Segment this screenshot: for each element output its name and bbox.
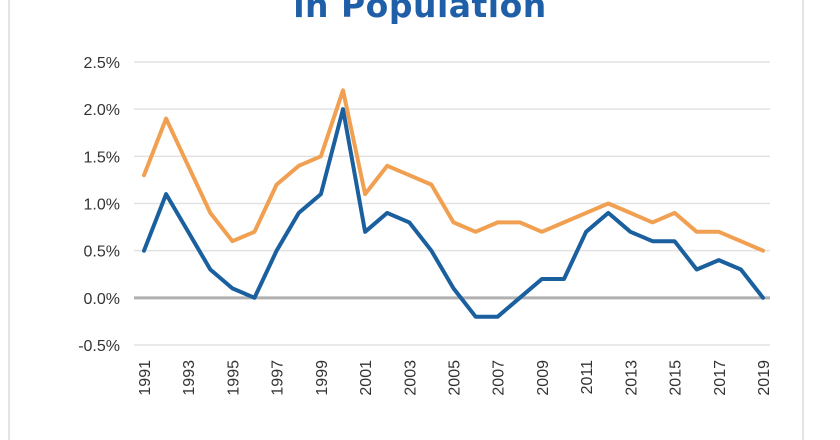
x-tick-label: 2003 bbox=[402, 360, 419, 396]
x-tick-label: 2011 bbox=[579, 360, 596, 395]
gridlines bbox=[134, 61, 770, 346]
y-tick-label: 2.5% bbox=[84, 55, 120, 72]
x-tick-label: 1995 bbox=[225, 360, 242, 396]
x-tick-labels: 1991 1993 1995 1997 1999 2001 2003 2005 2007 2009… bbox=[137, 360, 773, 396]
series-lines bbox=[142, 88, 765, 319]
right-border bbox=[802, 0, 804, 440]
left-border bbox=[8, 0, 10, 440]
series-line-blue bbox=[142, 107, 765, 319]
y-tick-label: 0.0% bbox=[84, 291, 120, 308]
chart-title: in Population bbox=[293, 0, 547, 25]
x-tick-label: 2015 bbox=[668, 360, 685, 396]
x-tick-label: 1993 bbox=[181, 360, 198, 396]
y-tick-label: 1.5% bbox=[84, 149, 120, 166]
x-tick-label: 2013 bbox=[623, 360, 640, 396]
x-tick-label: 2007 bbox=[491, 360, 508, 396]
x-tick-label: 1999 bbox=[314, 360, 331, 396]
y-tick-label: 1.0% bbox=[84, 197, 120, 214]
x-tick-label: 1997 bbox=[270, 360, 287, 396]
x-tick-label: 1991 bbox=[137, 360, 154, 396]
series-line-orange bbox=[142, 88, 765, 253]
x-tick-label: 2017 bbox=[712, 360, 729, 396]
x-tick-label: 2001 bbox=[358, 360, 375, 396]
x-tick-label: 2005 bbox=[447, 360, 464, 396]
x-tick-label: 2019 bbox=[756, 360, 773, 396]
y-tick-label: 0.5% bbox=[84, 244, 120, 261]
y-tick-labels: 2.5% 2.0% 1.5% 1.0% 0.5% 0.0% -0.5% bbox=[78, 55, 120, 355]
x-tick-label: 2009 bbox=[535, 360, 552, 396]
y-tick-label: 2.0% bbox=[84, 102, 120, 119]
y-tick-label: -0.5% bbox=[78, 338, 120, 355]
